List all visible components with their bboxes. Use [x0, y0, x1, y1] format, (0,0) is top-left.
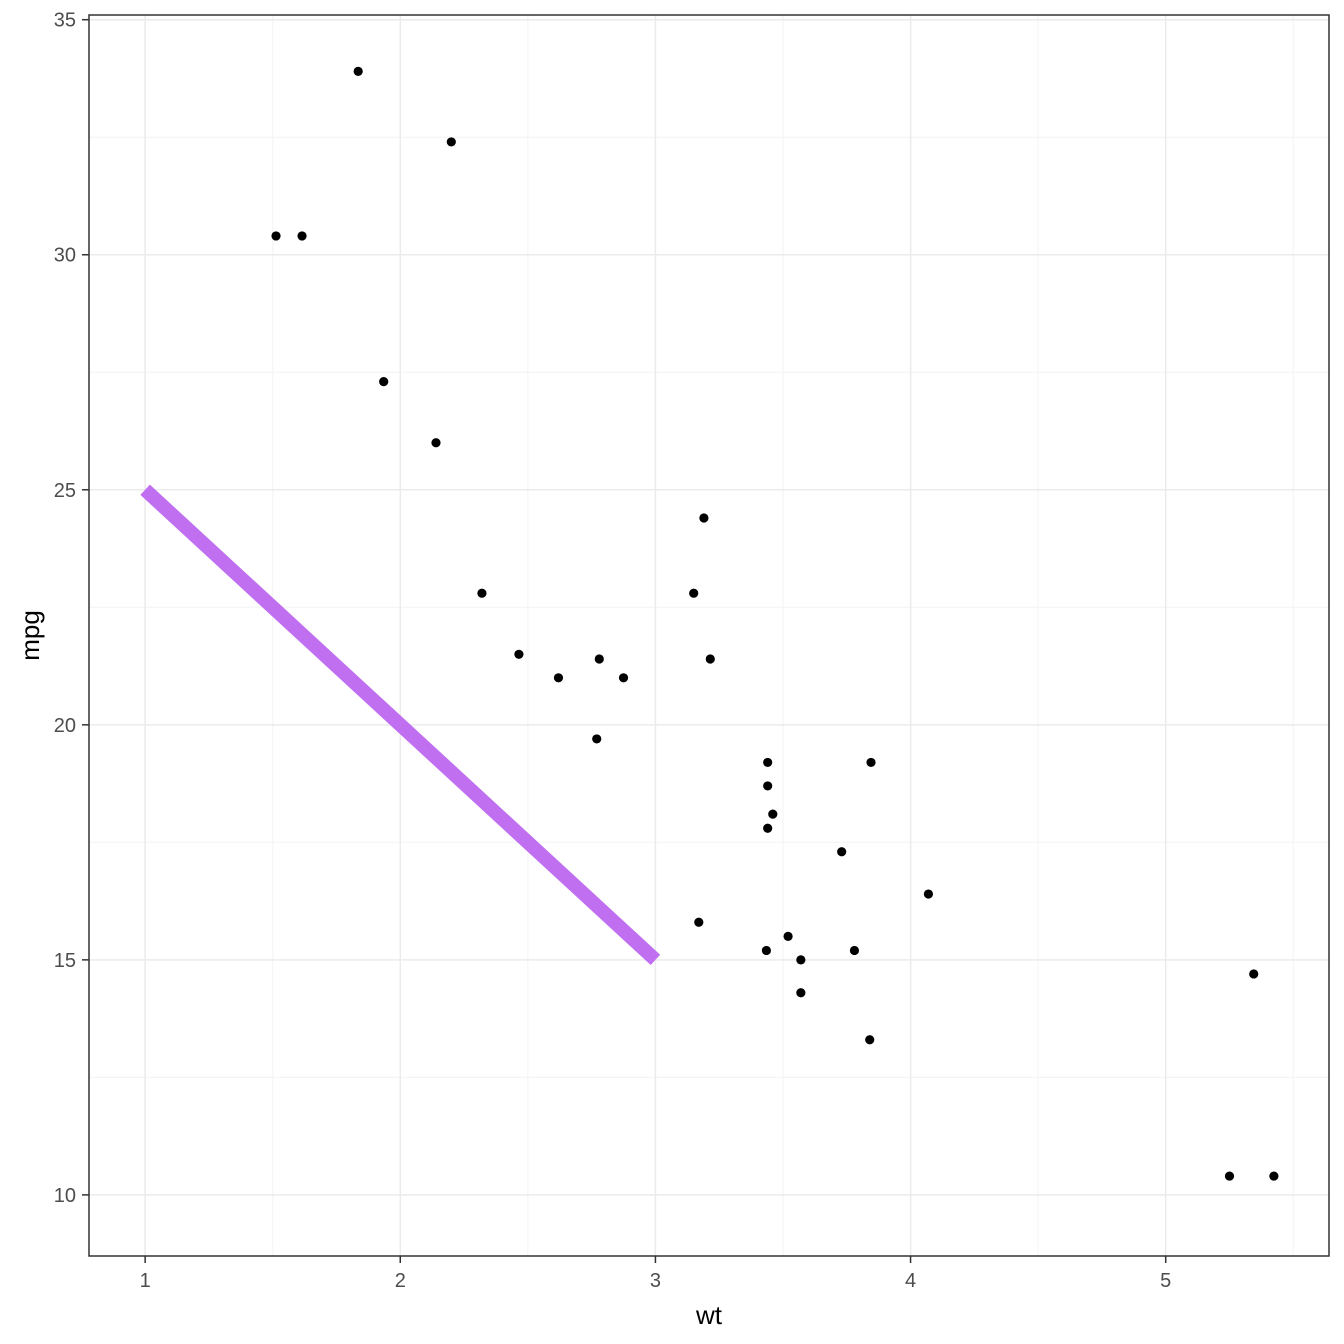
scatter-point	[553, 673, 564, 683]
y-axis: 10 15 20 25 30 35	[54, 10, 89, 1207]
scatter-point	[446, 137, 456, 147]
scatter-point	[1224, 1171, 1235, 1181]
scatter-point	[923, 889, 934, 899]
scatter-point	[849, 945, 860, 956]
scatter-point	[865, 1035, 875, 1045]
scatter-point	[796, 955, 806, 965]
scatter-point	[353, 66, 363, 77]
data-layer	[140, 66, 1279, 1181]
scatter-point	[783, 931, 793, 941]
scatter-point	[763, 781, 773, 791]
x-tick-label: 1	[140, 1270, 151, 1292]
scatter-point	[618, 673, 629, 683]
scatter-point	[768, 809, 778, 819]
y-tick-label: 10	[54, 1185, 76, 1207]
y-tick-label: 35	[54, 10, 76, 32]
x-tick-label: 2	[395, 1270, 406, 1292]
x-axis: 1 2 3 4 5	[140, 1256, 1171, 1292]
x-tick-label: 5	[1160, 1270, 1171, 1292]
scatter-point	[705, 654, 715, 664]
scatter-point	[694, 917, 704, 927]
scatter-point	[271, 231, 281, 241]
scatter-point	[594, 654, 604, 664]
scatter-point	[763, 823, 773, 833]
scatter-point	[837, 847, 847, 857]
scatter-point	[592, 734, 602, 744]
scatter-point	[1249, 969, 1259, 979]
scatter-point	[477, 588, 487, 598]
y-tick-label: 25	[54, 480, 76, 502]
x-axis-title: wt	[695, 1300, 723, 1330]
y-axis-title: mpg	[15, 610, 45, 661]
major-gridlines	[89, 15, 1329, 1256]
y-tick-label: 20	[54, 715, 76, 737]
scatter-point	[761, 945, 772, 956]
minor-gridlines	[89, 15, 1329, 1256]
scatter-point	[514, 649, 524, 659]
scatter-point	[297, 231, 307, 241]
y-tick-label: 15	[54, 950, 76, 972]
scatter-point	[689, 588, 699, 598]
scatter-point	[1269, 1171, 1279, 1181]
scatter-point	[379, 377, 389, 387]
scatter-point	[763, 757, 773, 768]
panel-border	[88, 14, 1330, 1257]
y-tick-label: 30	[54, 245, 76, 267]
scatter-point	[699, 513, 709, 523]
scatter-point	[796, 988, 806, 998]
x-tick-label: 3	[650, 1270, 661, 1292]
x-tick-label: 4	[905, 1270, 916, 1292]
scatter-point	[866, 757, 876, 768]
segment-line	[140, 484, 661, 966]
scatter-point	[431, 438, 441, 448]
